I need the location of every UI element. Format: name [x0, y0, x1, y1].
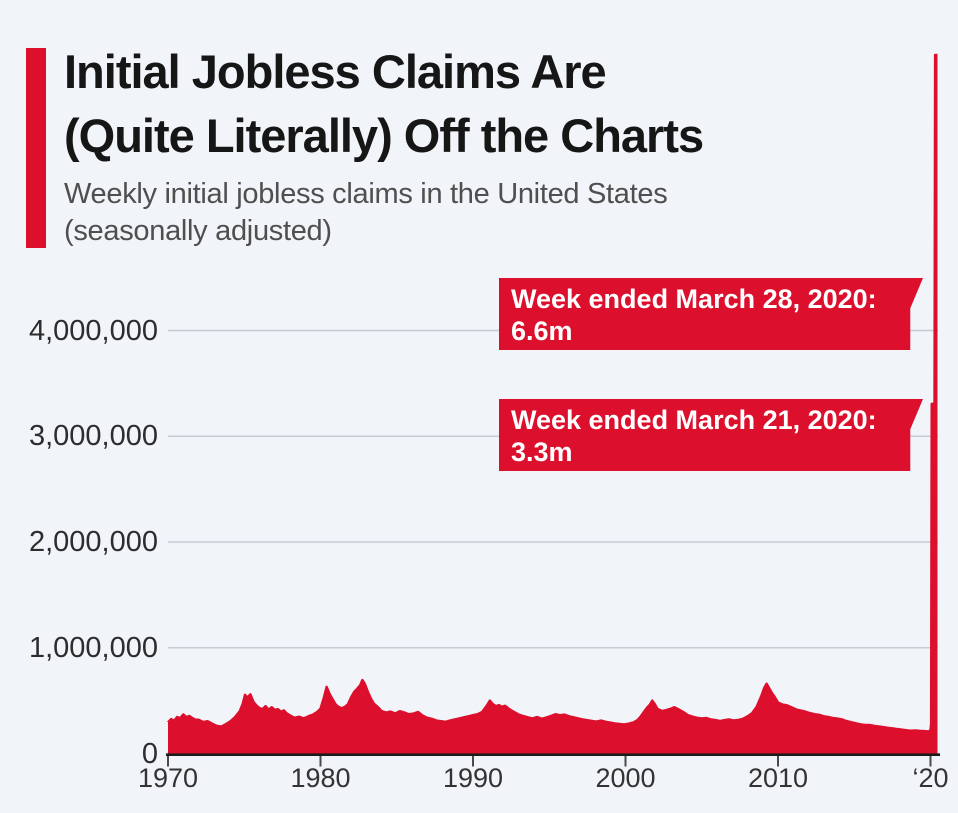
- y-axis-label: 4,000,000: [28, 314, 158, 347]
- y-axis-label: 3,000,000: [28, 420, 158, 453]
- annotation-callout-march-28: Week ended March 28, 2020: 6.6m: [499, 278, 923, 350]
- chart-title-line1: Initial Jobless Claims Are: [64, 45, 607, 98]
- x-axis-label: 1970: [137, 763, 199, 793]
- annotation-value: 3.3m: [511, 437, 573, 467]
- x-axis-label: 2000: [595, 763, 656, 793]
- y-axis-label: 1,000,000: [28, 631, 158, 664]
- chart-title: Initial Jobless Claims Are (Quite Litera…: [64, 40, 924, 168]
- title-accent-bar: [26, 48, 46, 248]
- claims-line-series: [167, 53, 938, 733]
- annotation-value: 6.6m: [511, 316, 573, 346]
- annotation-text-line1: Week ended March 21, 2020:: [511, 405, 877, 435]
- y-axis-label: 0: [141, 737, 158, 770]
- chart-subtitle-line1: Weekly initial jobless claims in the Uni…: [64, 178, 668, 210]
- chart-subtitle-line2: (seasonally adjusted): [64, 215, 332, 247]
- x-axis-label: ‘20: [912, 763, 949, 793]
- chart-subtitle: Weekly initial jobless claims in the Uni…: [64, 176, 764, 250]
- x-axis-label: 1990: [442, 763, 504, 793]
- y-axis-label: 2,000,000: [28, 526, 158, 558]
- x-axis-label: 1980: [290, 763, 351, 793]
- chart-title-line2: (Quite Literally) Off the Charts: [64, 109, 704, 162]
- annotation-callout-march-21: Week ended March 21, 2020: 3.3m: [499, 399, 923, 471]
- annotation-text-line1: Week ended March 28, 2020:: [511, 284, 877, 314]
- x-axis-label: 2010: [747, 763, 809, 793]
